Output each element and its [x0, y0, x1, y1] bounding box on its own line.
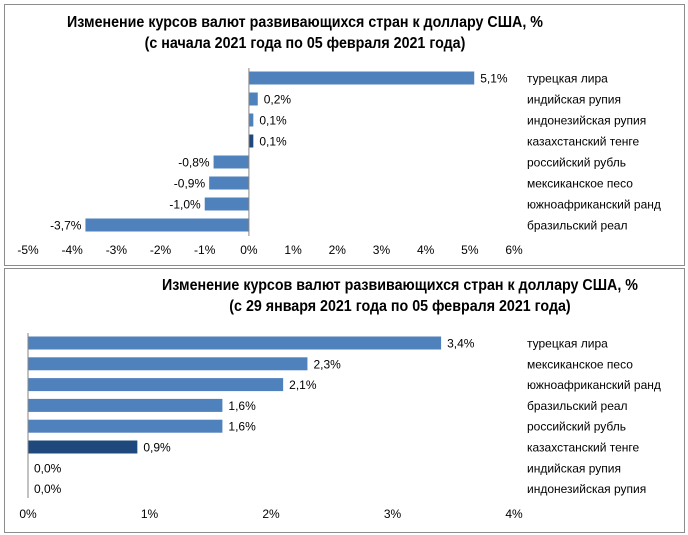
chart2-category-label: мексиканское песо — [527, 357, 633, 371]
chart1-tick-label: 3% — [373, 243, 391, 257]
chart1-category-label: южноафриканский ранд — [527, 198, 661, 212]
chart1-bar — [248, 113, 254, 127]
chart2-bar — [28, 378, 284, 392]
chart1-bar — [213, 155, 249, 169]
chart1-title: Изменение курсов валют развивающихся стр… — [61, 12, 549, 54]
chart2-bar — [28, 419, 223, 433]
chart2-bar — [28, 336, 442, 350]
chart2-bar — [28, 440, 138, 454]
chart2-category-label: казахстанский тенге — [527, 441, 640, 455]
chart1-bar — [248, 134, 254, 148]
chart2-data-label: 1,6% — [228, 399, 256, 413]
chart1-tick-label: 0% — [240, 243, 258, 257]
chart1-bar — [209, 176, 249, 190]
chart2-category-label: бразильский реал — [527, 399, 628, 413]
chart2-data-label: 3,4% — [447, 337, 475, 351]
chart2-tick-label: 1% — [141, 507, 159, 521]
chart1-bar — [248, 71, 475, 85]
chart2-category-label: российский рубль — [527, 420, 626, 434]
chart1-data-label: 0,2% — [264, 93, 292, 107]
chart1-tick-label: 6% — [505, 243, 523, 257]
chart2-bar — [28, 357, 308, 371]
chart1-tick-label: -1% — [194, 243, 216, 257]
chart1-tick-label: -5% — [17, 243, 39, 257]
chart1-category-label: мексиканское песо — [527, 177, 633, 191]
chart1-tick-label: -4% — [62, 243, 84, 257]
chart1-data-label: 0,1% — [259, 114, 287, 128]
chart1-tick-label: -3% — [106, 243, 128, 257]
chart2-title: Изменение курсов валют развивающихся стр… — [152, 275, 649, 317]
chart1-data-label: -3,7% — [50, 219, 82, 233]
chart1-bar — [85, 218, 249, 232]
chart1-data-label: 0,1% — [259, 135, 287, 149]
chart2-bar — [28, 398, 223, 412]
chart2-data-label: 0,0% — [34, 461, 62, 475]
chart1-category-label: индийская рупия — [527, 93, 621, 107]
chart1-category-label: бразильский реал — [527, 219, 628, 233]
chart2-title-line1: Изменение курсов валют развивающихся стр… — [162, 277, 638, 294]
chart1-bar — [248, 92, 258, 106]
chart2-data-label: 2,3% — [313, 357, 341, 371]
chart2-title-line2: (с 29 января 2021 года по 05 февраля 202… — [229, 298, 571, 315]
chart2-category-label: южноафриканский ранд — [527, 378, 661, 392]
chart1-category-label: российский рубль — [527, 156, 626, 170]
chart2-tick-label: 4% — [505, 507, 523, 521]
chart2-category-label: индонезийская рупия — [527, 482, 646, 496]
chart2-data-label: 1,6% — [228, 420, 256, 434]
chart1-tick-label: 2% — [329, 243, 347, 257]
chart2-category-label: индийская рупия — [527, 461, 621, 475]
chart1-tick-label: -2% — [150, 243, 172, 257]
chart1-category-label: казахстанский тенге — [527, 135, 640, 149]
chart2-data-label: 2,1% — [289, 378, 317, 392]
chart2-tick-label: 3% — [384, 507, 402, 521]
chart1-tick-label: 1% — [284, 243, 302, 257]
chart1-category-label: индонезийская рупия — [527, 114, 646, 128]
chart2-data-label: 0,9% — [143, 441, 171, 455]
chart1-data-label: -0,9% — [174, 177, 206, 191]
chart1-data-label: 5,1% — [480, 72, 508, 86]
chart1-data-label: -1,0% — [169, 198, 201, 212]
chart1-title-line1: Изменение курсов валют развивающихся стр… — [67, 14, 543, 31]
chart1-title-line2: (с начала 2021 года по 05 февраля 2021 г… — [144, 35, 466, 52]
chart2-tick-label: 2% — [262, 507, 280, 521]
chart1-tick-label: 5% — [461, 243, 479, 257]
chart1-data-label: -0,8% — [178, 156, 210, 170]
chart2-tick-label: 0% — [19, 507, 37, 521]
chart1-tick-label: 4% — [417, 243, 435, 257]
chart1-category-label: турецкая лира — [527, 72, 608, 86]
chart1-bar — [204, 197, 249, 211]
chart2-category-label: турецкая лира — [527, 337, 608, 351]
chart2-data-label: 0,0% — [34, 482, 62, 496]
